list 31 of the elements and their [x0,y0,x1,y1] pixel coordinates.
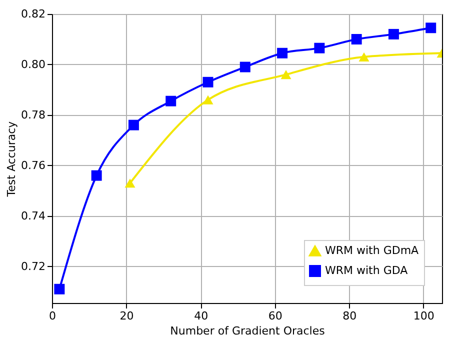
x-tick-label: 20 [120,310,134,322]
point [277,48,288,58]
point [314,42,325,54]
point [280,70,292,80]
point [388,28,399,40]
point [358,52,370,62]
y-axis-title: Test Accuracy [5,120,18,198]
x-tick-label: 0 [49,310,56,322]
x-tick-label: 40 [194,310,208,322]
point [426,22,436,34]
point [202,76,214,88]
y-tick-label: 0.82 [21,8,46,20]
y-tick-label: 0.80 [21,58,46,71]
point [240,62,250,72]
y-tick-label: 0.74 [21,209,46,222]
legend-label: WRM with GDmA [325,244,420,257]
x-tick-label: 100 [413,310,434,322]
y-tick-label: 0.76 [21,158,46,172]
point [202,95,214,104]
x-tick-label: 60 [268,310,282,322]
point [128,120,139,130]
point [166,96,176,106]
point [91,170,102,181]
x-tick-label: 80 [342,310,357,322]
legend-label: WRM with GDA [325,264,408,277]
point [54,284,65,294]
x-axis-title: Number of Gradient Oracles [170,324,326,338]
y-tick-label: 0.72 [21,260,46,273]
point [351,34,362,44]
point [124,178,136,188]
y-tick-label: 0.78 [21,108,46,122]
